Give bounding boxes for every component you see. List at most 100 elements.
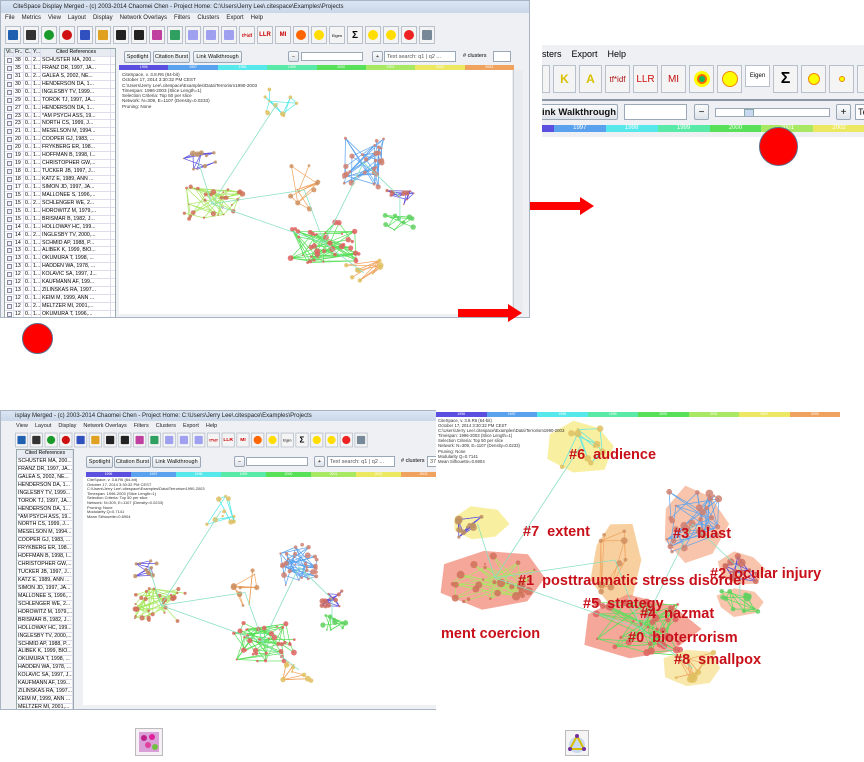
cluster-label[interactable]: #5 strategy bbox=[583, 596, 664, 612]
clapperboard-icon[interactable] bbox=[29, 432, 43, 448]
menu-item[interactable]: View bbox=[16, 423, 28, 429]
checkbox[interactable] bbox=[7, 296, 12, 302]
checkbox[interactable] bbox=[7, 256, 12, 262]
network-node[interactable] bbox=[515, 560, 521, 566]
network-node[interactable] bbox=[305, 565, 309, 569]
checkbox[interactable] bbox=[7, 177, 12, 182]
cluster-purple-icon[interactable] bbox=[149, 26, 165, 44]
table-row[interactable]: HENDERSON DA, 1... bbox=[17, 505, 73, 514]
checkbox[interactable] bbox=[7, 248, 12, 254]
network-node[interactable] bbox=[327, 240, 333, 246]
network-node[interactable] bbox=[182, 157, 185, 160]
network-node[interactable] bbox=[147, 587, 151, 591]
table-row[interactable]: OKUMURA T, 1998, ... bbox=[17, 656, 73, 665]
network-node[interactable] bbox=[509, 583, 515, 590]
network-node[interactable] bbox=[284, 552, 289, 556]
menu-item[interactable]: Display bbox=[58, 423, 77, 429]
network-node[interactable] bbox=[239, 191, 246, 197]
network-node[interactable] bbox=[701, 527, 704, 531]
network-node[interactable] bbox=[694, 490, 700, 495]
network-node[interactable] bbox=[714, 532, 719, 537]
visible-checkbox[interactable] bbox=[5, 96, 14, 104]
network-node[interactable] bbox=[739, 569, 745, 575]
save-icon[interactable] bbox=[5, 26, 21, 44]
network-node[interactable] bbox=[451, 594, 459, 602]
network-node[interactable] bbox=[390, 216, 393, 219]
network-node[interactable] bbox=[286, 557, 290, 561]
zoom-in-icon[interactable]: + bbox=[836, 104, 851, 120]
network-node[interactable] bbox=[343, 136, 347, 140]
network-node[interactable] bbox=[190, 210, 196, 215]
network-node[interactable] bbox=[134, 614, 137, 618]
network-node[interactable] bbox=[222, 191, 225, 194]
network-node[interactable] bbox=[373, 143, 376, 147]
zoom-slider[interactable] bbox=[715, 108, 830, 117]
network-node[interactable] bbox=[668, 605, 675, 612]
checkbox[interactable] bbox=[7, 304, 12, 309]
spotlight-button[interactable]: Spotlight bbox=[86, 456, 113, 468]
network-node[interactable] bbox=[196, 168, 199, 171]
column-header[interactable]: Y... bbox=[33, 49, 41, 56]
network-node[interactable] bbox=[283, 662, 290, 668]
network-node[interactable] bbox=[362, 170, 367, 175]
table-row[interactable]: 30 0... 1... INGLESBY TV, 1999... bbox=[5, 88, 115, 97]
network-node[interactable] bbox=[295, 200, 301, 206]
network-node[interactable] bbox=[400, 221, 403, 224]
network-node[interactable] bbox=[382, 137, 385, 141]
menu-item[interactable]: Network Overlays bbox=[83, 423, 127, 429]
network-node[interactable] bbox=[311, 243, 317, 249]
visible-checkbox[interactable] bbox=[5, 136, 14, 144]
network-node[interactable] bbox=[588, 460, 594, 466]
network-node[interactable] bbox=[301, 672, 307, 678]
network-node[interactable] bbox=[737, 558, 746, 567]
checkbox[interactable] bbox=[7, 264, 12, 270]
network-node[interactable] bbox=[327, 614, 333, 620]
network-node[interactable] bbox=[715, 495, 723, 503]
table-row[interactable]: 13 0... 1... HADDEN WA, 1978, ... bbox=[5, 263, 115, 272]
network-node[interactable] bbox=[518, 591, 522, 595]
triangle-k-icon[interactable]: K bbox=[553, 65, 576, 93]
network-node[interactable] bbox=[361, 153, 364, 157]
network-node[interactable] bbox=[596, 425, 604, 432]
text-search-input[interactable]: Text search: q1 | q2 ... bbox=[384, 51, 456, 62]
network-node[interactable] bbox=[670, 549, 674, 554]
network-node[interactable] bbox=[251, 652, 255, 656]
visible-checkbox[interactable] bbox=[5, 239, 14, 247]
network-node[interactable] bbox=[374, 139, 379, 143]
visible-checkbox[interactable] bbox=[5, 120, 14, 128]
network-node[interactable] bbox=[188, 184, 193, 189]
clustered-network-graph[interactable] bbox=[436, 410, 864, 710]
network-node[interactable] bbox=[393, 228, 396, 231]
table-row[interactable]: HENDERSON DA, 1... bbox=[17, 481, 73, 490]
visible-checkbox[interactable] bbox=[5, 88, 14, 96]
network-node[interactable] bbox=[457, 535, 461, 539]
table-row[interactable]: HADDEN WA, 1978, ... bbox=[17, 664, 73, 673]
network-node[interactable] bbox=[373, 150, 379, 156]
table-row[interactable]: 12 0... 2... MELTZER MI, 2001,... bbox=[5, 303, 115, 311]
line-icon[interactable] bbox=[74, 432, 88, 448]
network-node[interactable] bbox=[732, 596, 735, 599]
network-node[interactable] bbox=[302, 254, 304, 256]
menu-item[interactable]: Export bbox=[182, 423, 199, 429]
network-node[interactable] bbox=[293, 227, 298, 231]
network-node[interactable] bbox=[401, 220, 406, 225]
network-node[interactable] bbox=[134, 562, 138, 566]
network-node[interactable] bbox=[261, 625, 267, 631]
network-node[interactable] bbox=[406, 192, 410, 196]
triangle-icon[interactable] bbox=[162, 432, 176, 448]
save-icon[interactable] bbox=[15, 432, 29, 448]
table-row[interactable]: SIMON JD, 1997, JA... bbox=[17, 584, 73, 593]
zoom-out-icon[interactable]: − bbox=[288, 51, 299, 62]
network-node[interactable] bbox=[462, 599, 466, 604]
network-node[interactable] bbox=[672, 616, 679, 623]
zoom-slider[interactable] bbox=[301, 52, 363, 61]
network-node[interactable] bbox=[293, 545, 298, 549]
network-node[interactable] bbox=[209, 192, 213, 197]
table-row[interactable]: 21 0... 1... MESELSON M, 1994... bbox=[5, 128, 115, 137]
network-node[interactable] bbox=[333, 597, 339, 603]
checkbox[interactable] bbox=[7, 208, 12, 214]
checkbox[interactable] bbox=[7, 73, 12, 79]
table-row[interactable]: INGLESBY TV, 2000,... bbox=[17, 632, 73, 641]
network-node[interactable] bbox=[226, 188, 230, 191]
column-header[interactable]: C... bbox=[25, 49, 32, 56]
